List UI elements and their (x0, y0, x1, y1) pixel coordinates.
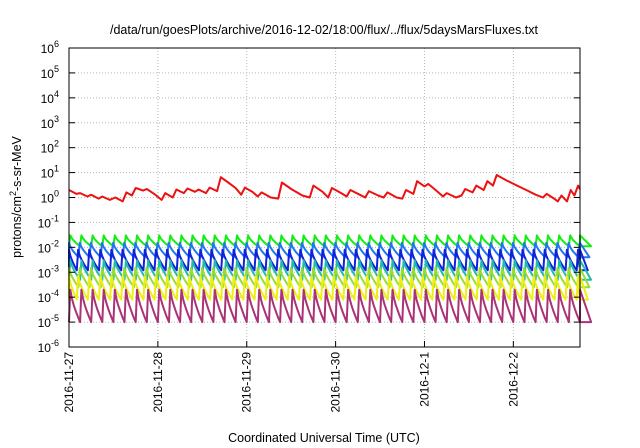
series-line (68, 275, 589, 301)
series-group (68, 174, 593, 324)
y-tick-label: 10-5 (38, 313, 59, 330)
y-tick-label: 101 (41, 164, 59, 181)
y-axis: 10-6 10-5 10-4 10-3 10-2 10-1 100 101 102 103 104 1… (38, 39, 580, 355)
series-line (68, 248, 589, 272)
y-axis-title: protons/cm2-s-sr-MeV (8, 135, 24, 257)
y-axis-title-rest: -s-sr-MeV (10, 135, 24, 191)
x-tick-label: 2016-11-29 (240, 352, 254, 413)
x-tick-label: 2016-11-30 (329, 352, 343, 413)
series-line (68, 174, 581, 203)
x-tick-label: 2016-12-2 (506, 352, 520, 407)
y-tick-label: 10-1 (38, 213, 59, 230)
x-tick-label: 2016-11-27 (62, 352, 76, 413)
y-axis-title-base: protons/cm (10, 196, 24, 258)
y-tick-label: 104 (41, 89, 59, 106)
x-tick-label: 2016-11-28 (151, 352, 165, 413)
y-tick-label: 106 (41, 39, 59, 56)
y-axis-title-sup: 2 (8, 191, 18, 196)
y-tick-label: 100 (41, 189, 59, 206)
x-tick-label: 2016-12-1 (417, 352, 431, 407)
y-tick-label: 105 (41, 64, 59, 81)
y-tick-label: 10-3 (38, 263, 59, 280)
y-tick-label: 10-4 (38, 288, 59, 305)
x-axis-title: Coordinated Universal Time (UTC) (228, 431, 420, 445)
y-tick-label: 103 (41, 114, 59, 131)
y-tick-label: 102 (41, 139, 59, 156)
x-axis: 2016-11-27 2016-11-28 2016-11-29 2016-11-30… (62, 341, 520, 413)
y-tick-label: 10-2 (38, 238, 59, 255)
y-tick-label: 10-6 (38, 338, 59, 355)
chart-title: /data/run/goesPlots/archive/2016-12-02/1… (110, 23, 539, 37)
series-line (68, 288, 593, 324)
